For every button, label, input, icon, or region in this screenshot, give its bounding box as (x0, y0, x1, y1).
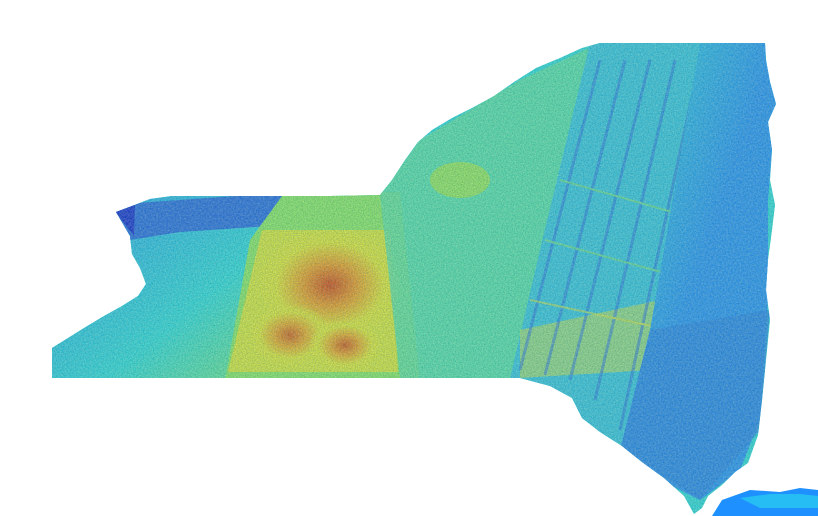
long-island-fragment (712, 488, 818, 516)
